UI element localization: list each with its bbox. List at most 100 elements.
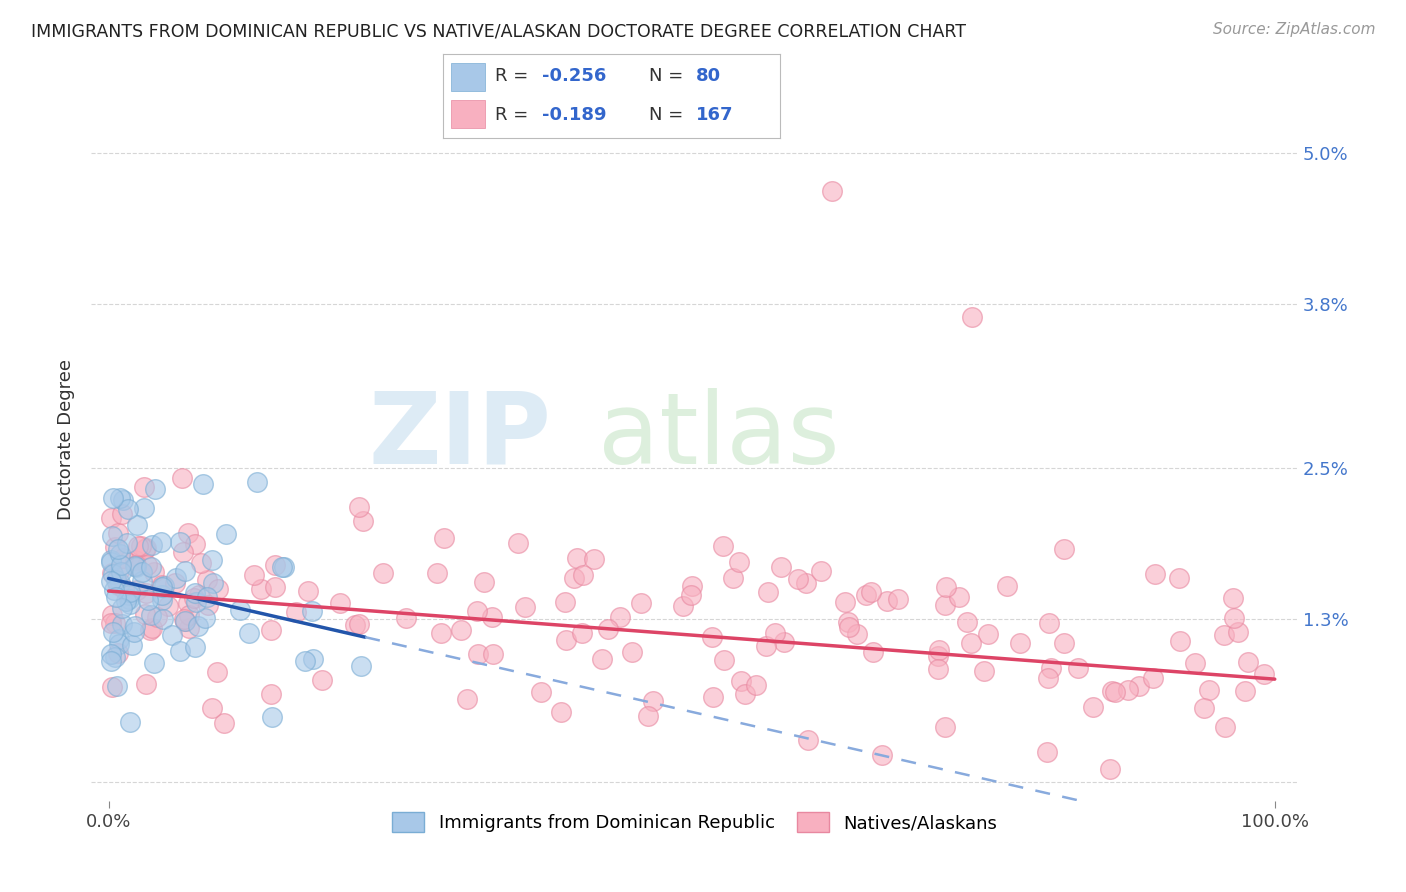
Point (430, 626, 453, 640)
Point (127, 540, 149, 554)
Point (700, 630, 723, 644)
Point (141, 538, 163, 552)
Point (756, 585, 779, 599)
Point (1142, 671, 1164, 685)
Point (1223, 611, 1246, 625)
Point (723, 571, 745, 585)
Point (195, 591, 218, 605)
Point (1144, 566, 1167, 581)
Point (302, 652, 325, 666)
Point (744, 678, 766, 692)
Point (145, 609, 167, 624)
Point (117, 501, 139, 516)
Point (124, 553, 146, 567)
Point (194, 611, 217, 625)
Point (229, 603, 252, 617)
Point (150, 587, 173, 601)
Point (107, 646, 129, 660)
Point (110, 558, 132, 573)
Point (273, 560, 295, 574)
Point (887, 592, 910, 607)
Point (207, 582, 229, 597)
Text: -0.189: -0.189 (543, 106, 607, 124)
Point (111, 493, 134, 508)
Point (111, 617, 134, 632)
Point (134, 542, 156, 557)
Point (555, 632, 578, 647)
Point (263, 558, 285, 572)
Point (132, 480, 155, 494)
Point (1212, 628, 1234, 642)
Point (115, 536, 138, 550)
Point (711, 539, 734, 553)
Point (118, 591, 141, 606)
Point (165, 571, 187, 585)
Point (960, 310, 983, 324)
Text: ZIP: ZIP (368, 388, 551, 484)
Point (1222, 591, 1244, 606)
Point (107, 637, 129, 651)
Point (125, 583, 148, 598)
Point (643, 694, 665, 708)
Point (110, 491, 132, 506)
Point (115, 593, 138, 607)
Point (1104, 684, 1126, 698)
Point (728, 555, 751, 569)
Point (734, 687, 756, 701)
Point (927, 649, 949, 664)
Point (111, 507, 134, 521)
Point (681, 588, 703, 602)
Point (855, 588, 877, 602)
Point (139, 607, 162, 622)
Point (1167, 571, 1189, 585)
Text: IMMIGRANTS FROM DOMINICAN REPUBLIC VS NATIVE/ALASKAN DOCTORATE DEGREE CORRELATIO: IMMIGRANTS FROM DOMINICAN REPUBLIC VS NA… (31, 22, 966, 40)
Point (1040, 661, 1063, 675)
Point (465, 603, 488, 617)
Text: 167: 167 (696, 106, 734, 124)
Point (763, 625, 786, 640)
Point (271, 560, 294, 574)
Point (243, 568, 266, 582)
Point (373, 566, 395, 580)
Point (870, 747, 893, 762)
Point (160, 628, 183, 642)
Text: R =: R = (495, 106, 534, 124)
Point (174, 615, 197, 629)
Point (1038, 615, 1060, 630)
Point (135, 558, 157, 572)
Point (1116, 682, 1139, 697)
Point (201, 576, 224, 591)
Point (170, 471, 193, 485)
Point (350, 659, 373, 673)
Point (329, 596, 352, 610)
Point (770, 559, 793, 574)
Point (598, 622, 620, 636)
Point (1067, 661, 1090, 675)
Point (1128, 679, 1150, 693)
Point (191, 477, 214, 491)
Point (1098, 762, 1121, 776)
Point (177, 595, 200, 609)
Point (101, 566, 124, 580)
Point (591, 652, 613, 666)
Text: 80: 80 (696, 68, 721, 86)
Point (956, 615, 979, 630)
Point (110, 601, 132, 615)
Point (177, 525, 200, 540)
Point (456, 691, 478, 706)
Point (530, 685, 553, 699)
Point (104, 615, 127, 630)
Point (141, 621, 163, 635)
Point (129, 539, 152, 553)
Point (107, 679, 129, 693)
Point (976, 627, 998, 641)
Point (131, 574, 153, 589)
Point (215, 526, 238, 541)
Point (474, 575, 496, 590)
Point (100, 553, 122, 567)
Point (157, 599, 180, 613)
Point (876, 593, 898, 607)
Text: R =: R = (495, 68, 534, 86)
Point (100, 607, 122, 622)
Point (450, 623, 472, 637)
